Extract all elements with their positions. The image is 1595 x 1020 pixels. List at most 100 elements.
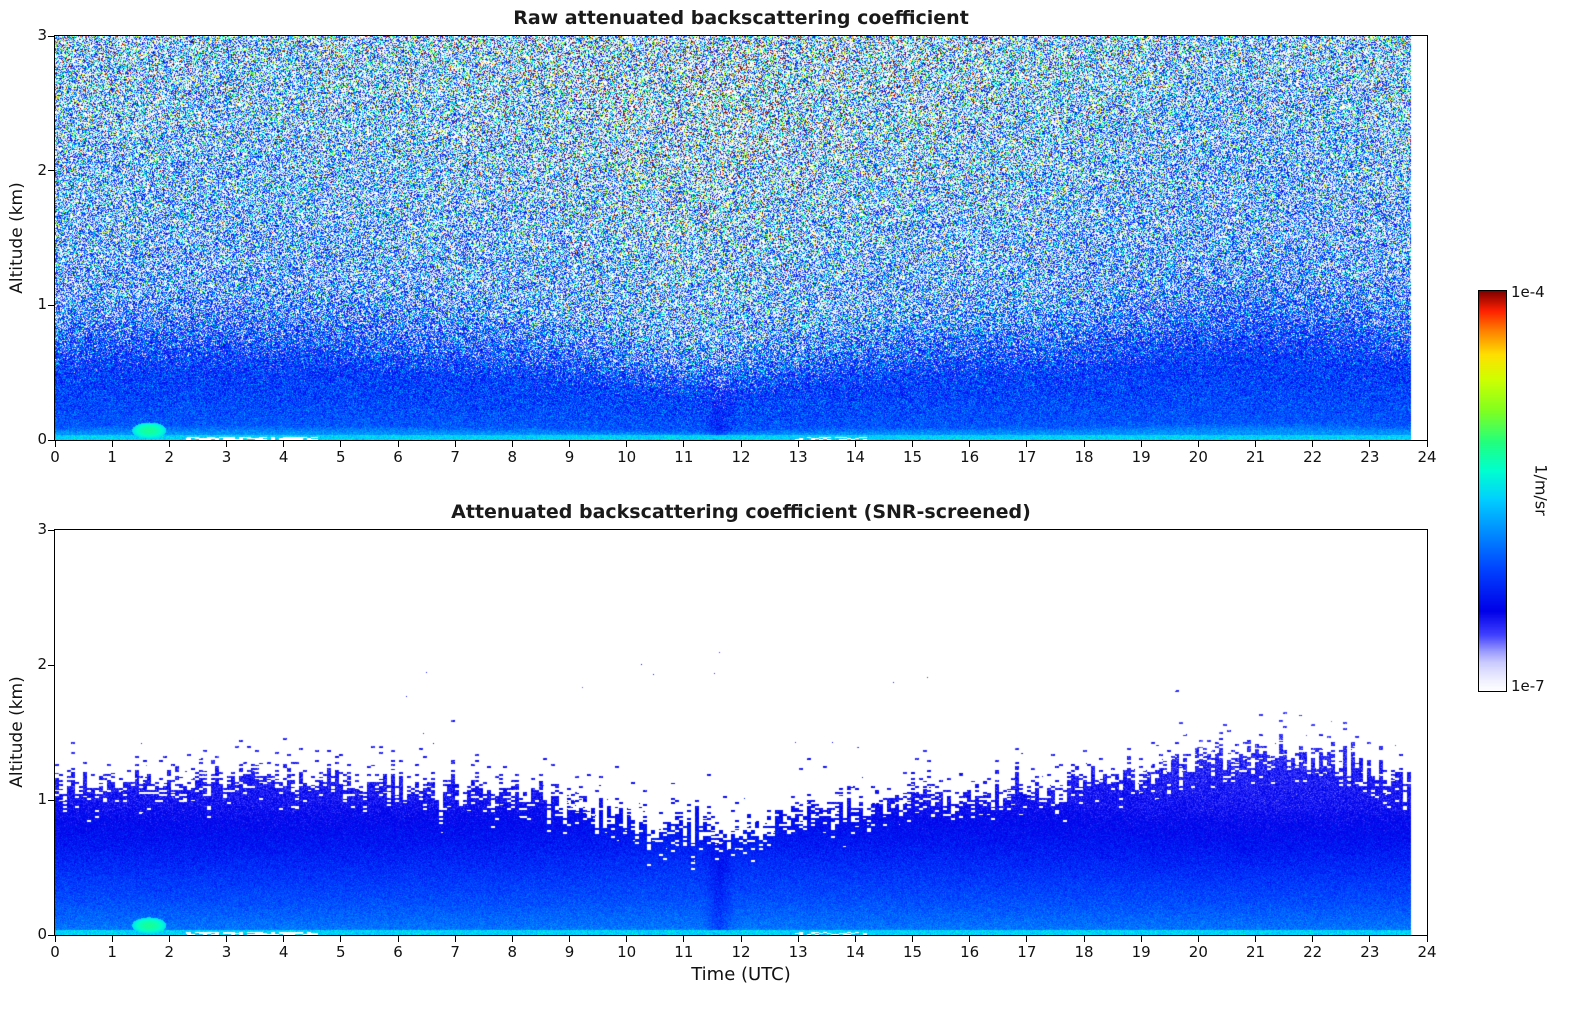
x-tick-mark: [740, 441, 742, 447]
x-tick-mark: [168, 936, 170, 942]
x-tick-mark: [454, 441, 456, 447]
x-tick-mark: [1369, 441, 1371, 447]
y-tick-label: 1: [37, 790, 47, 808]
screened-heatmap-canvas: [55, 530, 1427, 935]
x-tick-label: 17: [1017, 943, 1037, 961]
screened-panel-title: Attenuated backscattering coefficient (S…: [451, 501, 1031, 523]
x-tick-mark: [1140, 936, 1142, 942]
x-tick-mark: [969, 441, 971, 447]
x-tick-label: 14: [845, 448, 865, 466]
x-tick-label: 15: [902, 943, 923, 961]
y-tick-label: 1: [37, 295, 47, 314]
x-tick-label: 0: [50, 448, 60, 466]
x-tick-label: 19: [1131, 943, 1151, 961]
x-tick-label: 7: [450, 943, 460, 961]
x-tick-label: 0: [50, 943, 60, 961]
x-tick-label: 24: [1417, 943, 1437, 961]
x-tick-mark: [683, 441, 685, 447]
x-tick-mark: [569, 441, 570, 447]
x-tick-mark: [397, 441, 399, 447]
x-tick-label: 11: [674, 943, 694, 961]
x-tick-label: 18: [1074, 448, 1094, 466]
x-tick-mark: [1426, 936, 1428, 942]
x-tick-mark: [1140, 441, 1142, 447]
x-tick-label: 16: [960, 943, 980, 961]
x-tick-label: 12: [731, 943, 751, 961]
x-tick-label: 14: [845, 943, 865, 961]
x-tick-mark: [226, 441, 227, 447]
x-tick-label: 22: [1303, 943, 1323, 961]
colorbar-canvas: [1479, 291, 1506, 691]
screened-y-axis-label: Altitude (km): [7, 676, 27, 788]
x-tick-label: 15: [902, 448, 923, 466]
x-tick-mark: [1255, 936, 1256, 942]
x-tick-label: 4: [278, 943, 289, 961]
x-tick-label: 10: [617, 448, 637, 466]
x-tick-mark: [1369, 936, 1371, 942]
x-tick-label: 21: [1245, 448, 1266, 466]
x-tick-label: 8: [507, 448, 518, 466]
x-tick-mark: [1026, 441, 1028, 447]
x-tick-label: 10: [617, 943, 637, 961]
y-tick-mark: [48, 439, 54, 441]
x-tick-mark: [912, 936, 913, 942]
y-tick-label: 2: [37, 160, 47, 179]
colorbar-max-label: 1e-4: [1511, 283, 1545, 301]
x-axis-label: Time (UTC): [691, 964, 791, 985]
raw-y-axis-label: Altitude (km): [7, 182, 27, 294]
x-tick-mark: [1026, 936, 1028, 942]
y-tick-mark: [48, 799, 54, 801]
x-tick-label: 22: [1303, 448, 1323, 466]
x-tick-mark: [283, 936, 285, 942]
x-tick-label: 13: [788, 448, 808, 466]
x-tick-label: 23: [1360, 943, 1380, 961]
x-tick-label: 16: [960, 448, 980, 466]
x-tick-mark: [168, 441, 170, 447]
y-tick-label: 3: [37, 520, 47, 538]
x-tick-label: 9: [564, 943, 575, 961]
x-tick-label: 17: [1017, 448, 1037, 466]
y-tick-mark: [48, 934, 54, 936]
x-tick-mark: [226, 936, 227, 942]
x-tick-mark: [111, 936, 113, 942]
colorbar-unit-label: 1/m/sr: [1531, 464, 1551, 516]
y-tick-label: 0: [37, 925, 47, 943]
x-tick-label: 6: [393, 943, 403, 961]
x-tick-mark: [626, 936, 628, 942]
y-tick-mark: [48, 304, 54, 306]
raw-heatmap-canvas: [55, 36, 1427, 440]
x-tick-label: 13: [788, 943, 808, 961]
x-tick-mark: [1083, 441, 1085, 447]
y-tick-mark: [48, 529, 54, 531]
x-tick-label: 24: [1417, 448, 1437, 466]
x-tick-label: 21: [1245, 943, 1266, 961]
y-tick-label: 0: [37, 430, 47, 448]
x-tick-mark: [54, 936, 56, 942]
x-tick-label: 3: [221, 448, 232, 466]
x-tick-mark: [626, 441, 628, 447]
x-tick-label: 1: [107, 943, 117, 961]
x-tick-label: 5: [336, 448, 346, 466]
x-tick-mark: [854, 936, 856, 942]
x-tick-mark: [340, 936, 342, 942]
x-tick-mark: [569, 936, 570, 942]
x-tick-label: 4: [278, 448, 289, 466]
x-tick-label: 2: [164, 943, 175, 961]
x-tick-mark: [854, 441, 856, 447]
x-tick-mark: [1197, 441, 1199, 447]
x-tick-label: 20: [1188, 448, 1208, 466]
x-tick-label: 12: [731, 448, 751, 466]
x-tick-label: 8: [507, 943, 518, 961]
x-tick-label: 9: [564, 448, 575, 466]
x-tick-label: 2: [164, 448, 175, 466]
x-tick-label: 20: [1188, 943, 1208, 961]
y-tick-mark: [48, 170, 54, 172]
y-tick-mark: [48, 35, 54, 37]
x-tick-mark: [283, 441, 285, 447]
x-tick-mark: [340, 441, 342, 447]
x-tick-label: 7: [450, 448, 460, 466]
x-tick-mark: [683, 936, 685, 942]
x-tick-mark: [111, 441, 113, 447]
x-tick-mark: [511, 441, 513, 447]
